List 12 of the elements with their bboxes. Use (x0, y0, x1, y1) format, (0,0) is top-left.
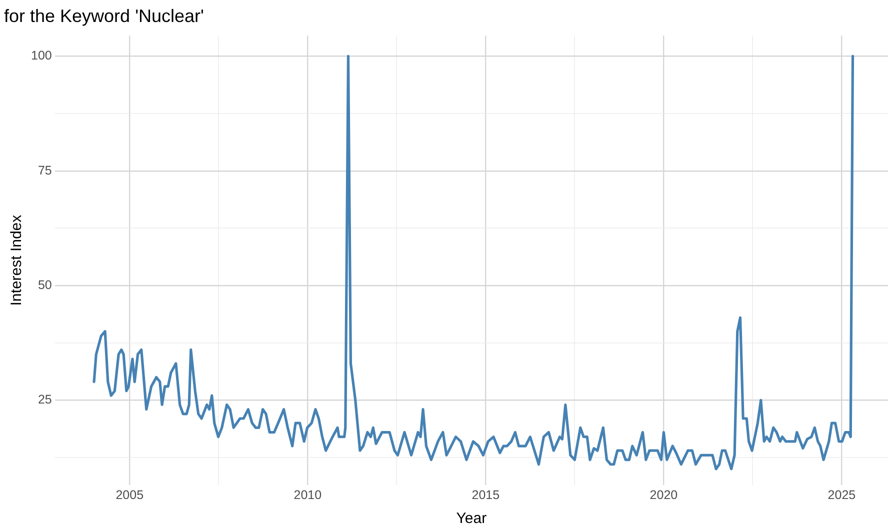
y-tick-label: 75 (38, 163, 52, 178)
y-tick-label: 25 (38, 392, 52, 407)
x-tick-label: 2010 (294, 488, 322, 502)
y-tick-label: 50 (38, 278, 52, 292)
x-tick-label: 2005 (116, 488, 144, 502)
y-tick-label: 100 (30, 48, 52, 63)
x-tick-label: 2020 (650, 488, 678, 502)
x-tick-label: 2025 (828, 488, 856, 502)
chart-title: for the Keyword 'Nuclear' (4, 6, 204, 26)
y-axis-title: Interest Index (8, 214, 26, 306)
x-axis-title: Year (456, 510, 487, 528)
x-tick-label: 2015 (472, 488, 500, 502)
